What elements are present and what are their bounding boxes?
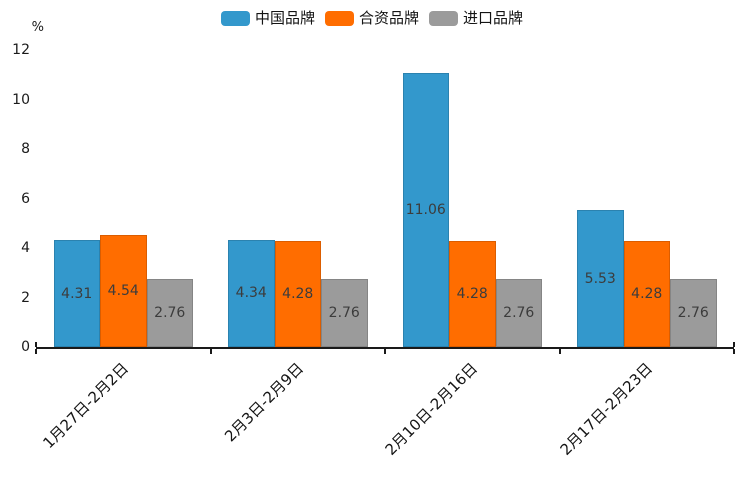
x-axis-category-label: 2月3日-2月9日 — [220, 359, 307, 446]
x-axis-tick — [733, 349, 735, 354]
bar-value-label: 5.53 — [584, 270, 616, 287]
bar-value-label: 2.76 — [154, 304, 186, 321]
y-axis-unit-label: % — [31, 20, 44, 35]
x-axis-end-cap — [733, 342, 735, 347]
x-axis-end-cap — [35, 342, 37, 347]
x-axis-tick — [209, 349, 212, 354]
legend-item-2[interactable]: 进口品牌 — [429, 8, 524, 27]
bar-中国品牌-3 — [577, 210, 624, 347]
bar-value-label: 11.06 — [405, 202, 446, 219]
y-axis-tick-label: 2 — [21, 289, 30, 306]
bar-value-label: 4.28 — [456, 286, 488, 303]
y-axis-tick-label: 12 — [12, 42, 30, 58]
x-axis-line — [36, 347, 734, 349]
bar-合资品牌-0 — [100, 234, 147, 347]
bar-value-label: 4.34 — [235, 285, 267, 302]
bar-进口品牌-0 — [146, 278, 193, 347]
bar-value-label: 4.31 — [61, 285, 93, 302]
y-axis-tick-label: 6 — [21, 190, 30, 207]
bar-value-label: 2.76 — [328, 304, 360, 321]
bar-进口品牌-2 — [495, 278, 542, 347]
legend-swatch-icon — [429, 10, 458, 26]
bar-进口品牌-1 — [321, 278, 368, 347]
y-axis-tick-label: 10 — [12, 91, 30, 108]
legend-swatch-icon — [220, 10, 250, 26]
legend-item-label: 合资品牌 — [358, 8, 419, 27]
bar-中国品牌-0 — [53, 240, 100, 347]
x-axis-tick — [35, 349, 37, 354]
bar-合资品牌-2 — [449, 241, 496, 347]
x-axis-category-label: 2月17日-2月23日 — [556, 359, 656, 459]
y-axis-tick-label: 0 — [21, 339, 30, 355]
bar-value-label: 4.28 — [631, 286, 663, 303]
legend-item-label: 中国品牌 — [254, 8, 315, 27]
bar-value-label: 2.76 — [677, 304, 709, 321]
bar-value-label: 2.76 — [503, 304, 535, 321]
x-axis-tick — [558, 349, 561, 354]
bar-中国品牌-1 — [228, 239, 275, 347]
y-axis-tick-label: 8 — [21, 141, 30, 157]
bar-value-label: 4.54 — [107, 282, 139, 299]
legend-swatch-icon — [324, 10, 354, 26]
x-axis-category-label: 1月27日-2月2日 — [39, 359, 133, 453]
y-axis-tick-label: 4 — [21, 240, 30, 256]
bar-合资品牌-1 — [274, 241, 321, 347]
bar-中国品牌-2 — [402, 73, 449, 347]
legend-item-1[interactable]: 合资品牌 — [324, 8, 419, 27]
x-axis-tick — [384, 349, 386, 354]
x-axis-category-label: 2月10日-2月16日 — [381, 359, 482, 459]
bar-进口品牌-3 — [670, 278, 717, 347]
bar-value-label: 4.28 — [282, 286, 314, 303]
legend: 中国品牌 合资品牌 进口品牌 — [0, 8, 744, 28]
legend-item-label: 进口品牌 — [463, 8, 524, 27]
bar-合资品牌-3 — [623, 241, 670, 347]
legend-item-0[interactable]: 中国品牌 — [220, 8, 315, 27]
